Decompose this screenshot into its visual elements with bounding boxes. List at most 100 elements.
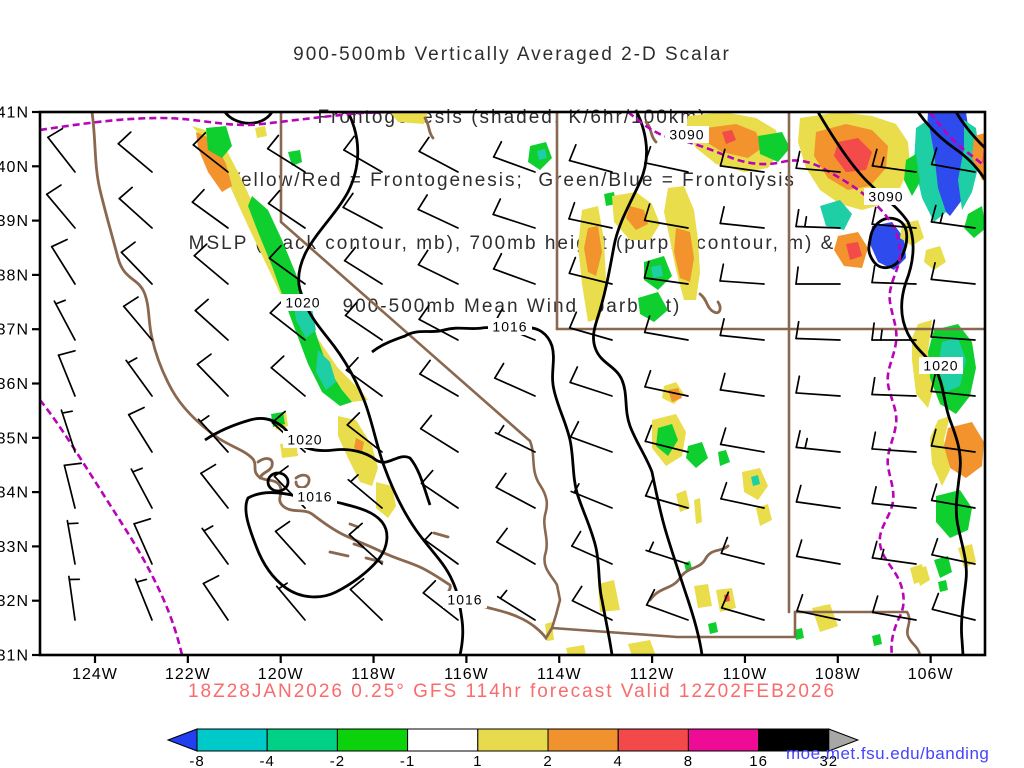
height-contours [40, 112, 985, 655]
colorbar-tick-label: -8 [189, 753, 204, 768]
colorbar-tick-label: -4 [260, 753, 275, 768]
shaded-patch [668, 388, 682, 402]
barb-feather [492, 140, 503, 158]
wind-barb [494, 424, 536, 453]
barb-feather [493, 362, 505, 379]
wind-barb [127, 406, 153, 453]
barb-staff [197, 418, 229, 453]
barb-staff [644, 162, 689, 173]
barb-staff [417, 208, 459, 229]
barb-staff [871, 448, 917, 453]
wind-barb [418, 304, 459, 341]
barb-staff [421, 537, 459, 565]
barb-staff [117, 142, 153, 173]
barb-staff [931, 608, 976, 621]
barb-staff [122, 305, 153, 341]
barb-feather [67, 522, 79, 525]
wind-barb [492, 140, 536, 173]
lat-label: 36N [0, 376, 29, 393]
barb-staff [418, 150, 459, 173]
barb-staff [871, 393, 917, 397]
shaded-patch [376, 482, 396, 518]
wind-barb [120, 241, 153, 285]
wind-barb [201, 525, 229, 565]
credit-link[interactable]: moe.met.fsu.edu/banding [786, 744, 990, 763]
lon-label: 116W [444, 666, 489, 683]
barb-staff [496, 595, 536, 621]
wind-barb [200, 463, 229, 509]
wind-barb [719, 263, 765, 285]
coastline [432, 531, 450, 539]
barb-staff [569, 436, 613, 453]
barb-feather [343, 246, 357, 262]
wind-barb [53, 299, 76, 341]
plot-area [40, 112, 1014, 655]
barb-staff [644, 495, 689, 509]
barb-staff [269, 312, 306, 341]
shaded-patch [756, 504, 772, 526]
wind-barb [720, 591, 765, 621]
mslp-contour [592, 112, 704, 655]
barb-feather [122, 296, 139, 308]
wind-barb [795, 484, 841, 509]
barb-feather [343, 135, 355, 151]
barb-feather [57, 349, 76, 357]
colorbar-tick-label: 16 [749, 753, 768, 768]
barb-staff [57, 354, 76, 397]
barb-staff [568, 159, 613, 173]
wind-barb [343, 135, 383, 173]
barb-feather [720, 591, 730, 609]
barb-staff [267, 202, 306, 229]
barb-staff [275, 585, 306, 621]
wind-barb [196, 353, 229, 397]
barb-staff [930, 221, 976, 229]
barb-staff [60, 409, 76, 453]
contour-label-box [443, 591, 487, 608]
barb-feather [342, 192, 354, 209]
barb-staff [63, 464, 76, 509]
wind-barb [930, 483, 976, 509]
wind-barb [719, 205, 765, 229]
barb-staff [930, 163, 976, 173]
barb-feather [497, 424, 505, 435]
barb-feather [644, 145, 652, 164]
contour-label-box [919, 357, 963, 374]
barb-feather [127, 357, 138, 364]
wind-barb [133, 517, 153, 565]
barb-staff [345, 369, 383, 397]
barb-staff [795, 225, 841, 229]
wind-barb [347, 474, 383, 509]
forecast-caption: 18Z28JAN2026 0.25° GFS 114hr forecast Va… [187, 681, 837, 702]
barb-feather [719, 427, 727, 446]
barb-feather [418, 304, 430, 321]
barb-staff [419, 373, 459, 397]
wind-barb [795, 320, 841, 341]
wind-barb [68, 575, 81, 621]
barb-feather [569, 366, 579, 384]
wind-barb [349, 577, 383, 621]
colorbar-box [687, 728, 760, 752]
barb-staff [720, 498, 765, 509]
wind-barb [644, 369, 689, 397]
barb-feather [47, 127, 64, 139]
barb-staff [268, 257, 306, 285]
lon-label: 124W [72, 666, 118, 683]
barb-staff [796, 610, 841, 621]
wind-barb [202, 574, 229, 621]
wind-barb [568, 201, 613, 229]
wind-barb [492, 252, 536, 285]
wind-barb [342, 192, 383, 229]
wind-barb [496, 589, 536, 621]
colorbar-box [477, 728, 549, 752]
colorbar-box [336, 728, 409, 752]
barb-feather [45, 184, 62, 196]
wind-barb [930, 204, 976, 229]
contour-label: 1016 [297, 489, 332, 505]
wind-barb [930, 261, 976, 285]
wind-barb [795, 539, 841, 565]
wind-barb [421, 531, 459, 565]
shaded-patch [996, 516, 1014, 542]
wind-barb [348, 522, 383, 565]
barb-feather [795, 429, 801, 449]
